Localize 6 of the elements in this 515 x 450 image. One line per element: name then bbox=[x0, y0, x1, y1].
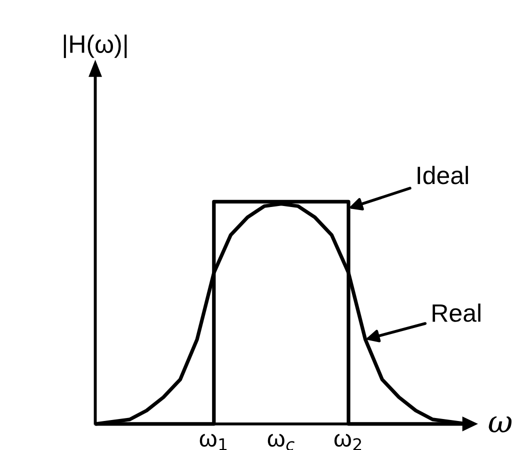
x-axis-title: ω bbox=[488, 416, 512, 432]
text: Real bbox=[432, 304, 480, 322]
x-tick-label: ω$_{2}$ bbox=[334, 434, 362, 450]
x-tick-label: ω$_{1}$ bbox=[200, 434, 227, 450]
text: |H(ω)| bbox=[64, 34, 127, 58]
text: Ideal bbox=[418, 166, 468, 184]
